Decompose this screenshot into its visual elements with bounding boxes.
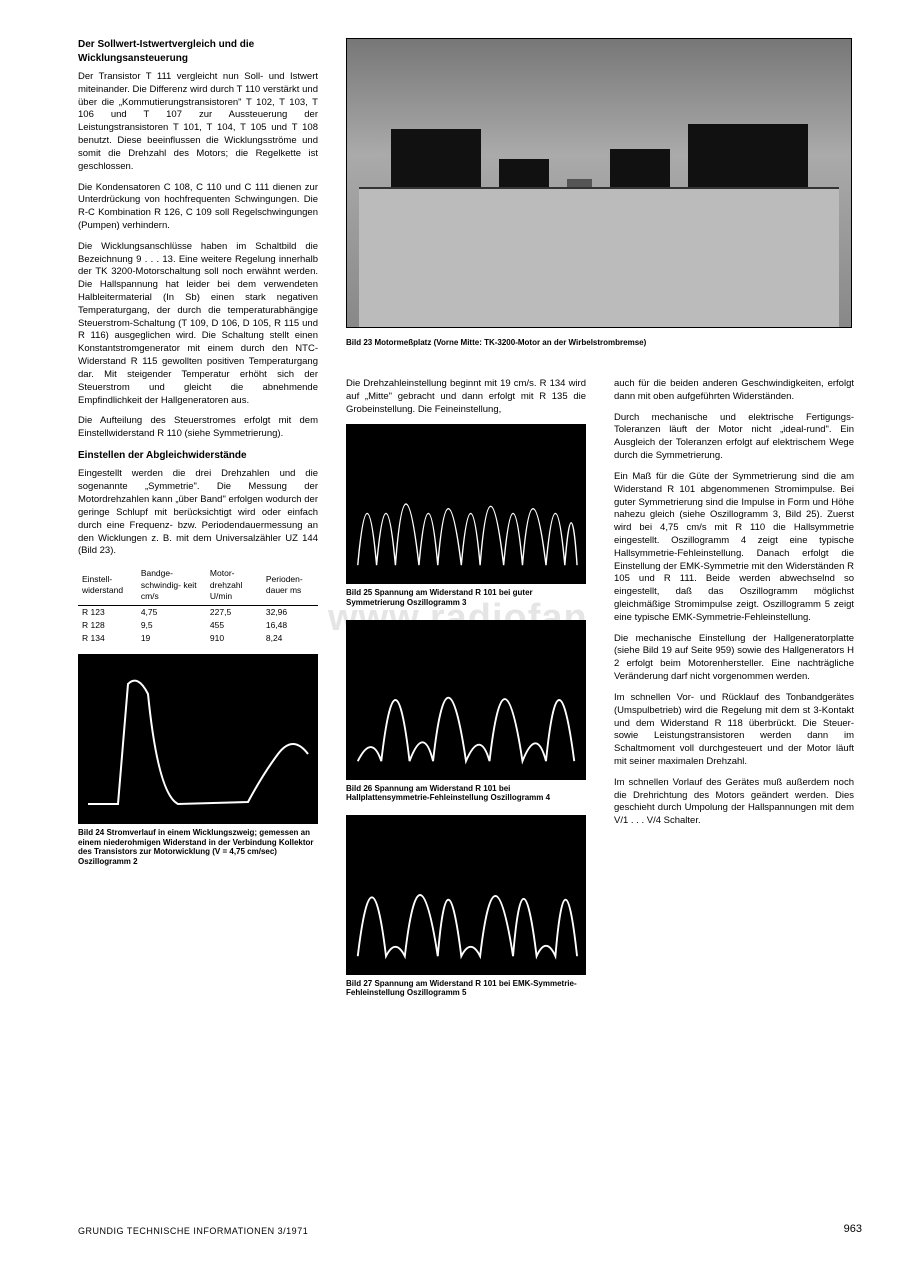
left-p2: Die Kondensatoren C 108, C 110 und C 111… bbox=[78, 182, 318, 233]
right-column: auch für die beiden anderen Geschwindigk… bbox=[614, 378, 854, 836]
right-p6: Im schnellen Vorlauf des Gerätes muß auß… bbox=[614, 777, 854, 828]
table-row: R 134 19 910 8,24 bbox=[78, 632, 318, 645]
heading-abgleich: Einstellen der Abgleichwiderstände bbox=[78, 449, 318, 463]
table-row: R 128 9,5 455 16,48 bbox=[78, 619, 318, 632]
scope-bild25 bbox=[346, 424, 586, 584]
table-row: R 123 4,75 227,5 32,96 bbox=[78, 605, 318, 619]
caption-bild24: Bild 24 Stromverlauf in einem Wicklungsz… bbox=[78, 828, 318, 866]
right-p5: Im schnellen Vor- und Rücklauf des Tonba… bbox=[614, 692, 854, 769]
scope-bild26 bbox=[346, 620, 586, 780]
left-p4: Die Aufteilung des Steuerstromes erfolgt… bbox=[78, 415, 318, 441]
settings-table: Einstell- widerstand Bandge- schwindig- … bbox=[78, 566, 318, 646]
th3: Perioden- dauer ms bbox=[262, 566, 318, 605]
scope-bild27 bbox=[346, 815, 586, 975]
right-p3: Ein Maß für die Güte der Symmetrierung s… bbox=[614, 471, 854, 625]
left-column: Der Sollwert-Istwertvergleich und die Wi… bbox=[78, 38, 318, 866]
left-p5: Eingestellt werden die drei Drehzahlen u… bbox=[78, 468, 318, 558]
th1: Bandge- schwindig- keit cm/s bbox=[137, 566, 206, 605]
right-p2: Durch mechanische und elektrische Fertig… bbox=[614, 412, 854, 463]
th2: Motor- drehzahl U/min bbox=[206, 566, 262, 605]
footer-page: 963 bbox=[844, 1222, 862, 1237]
scope-bild24 bbox=[78, 654, 318, 824]
caption-bild25: Bild 25 Spannung am Widerstand R 101 bei… bbox=[346, 588, 586, 607]
mid-column: Die Drehzahleinstellung beginnt mit 19 c… bbox=[346, 378, 586, 998]
caption-bild23: Bild 23 Motormeßplatz (Vorne Mitte: TK-3… bbox=[346, 338, 852, 348]
caption-bild26: Bild 26 Spannung am Widerstand R 101 bei… bbox=[346, 784, 586, 803]
footer-source: GRUNDIG TECHNISCHE INFORMATIONEN 3/1971 bbox=[78, 1225, 308, 1237]
caption-bild27: Bild 27 Spannung am Widerstand R 101 bei… bbox=[346, 979, 586, 998]
heading-sollwert: Der Sollwert-Istwertvergleich und die Wi… bbox=[78, 38, 318, 65]
right-p4: Die mechanische Einstellung der Hallgene… bbox=[614, 633, 854, 684]
mid-p1: Die Drehzahleinstellung beginnt mit 19 c… bbox=[346, 378, 586, 416]
right-p1: auch für die beiden anderen Geschwindigk… bbox=[614, 378, 854, 404]
photo-motormessplatz bbox=[346, 38, 852, 328]
th0: Einstell- widerstand bbox=[78, 566, 137, 605]
left-p1: Der Transistor T 111 vergleicht nun Soll… bbox=[78, 71, 318, 174]
left-p3: Die Wicklungsanschlüsse haben im Schaltb… bbox=[78, 241, 318, 408]
